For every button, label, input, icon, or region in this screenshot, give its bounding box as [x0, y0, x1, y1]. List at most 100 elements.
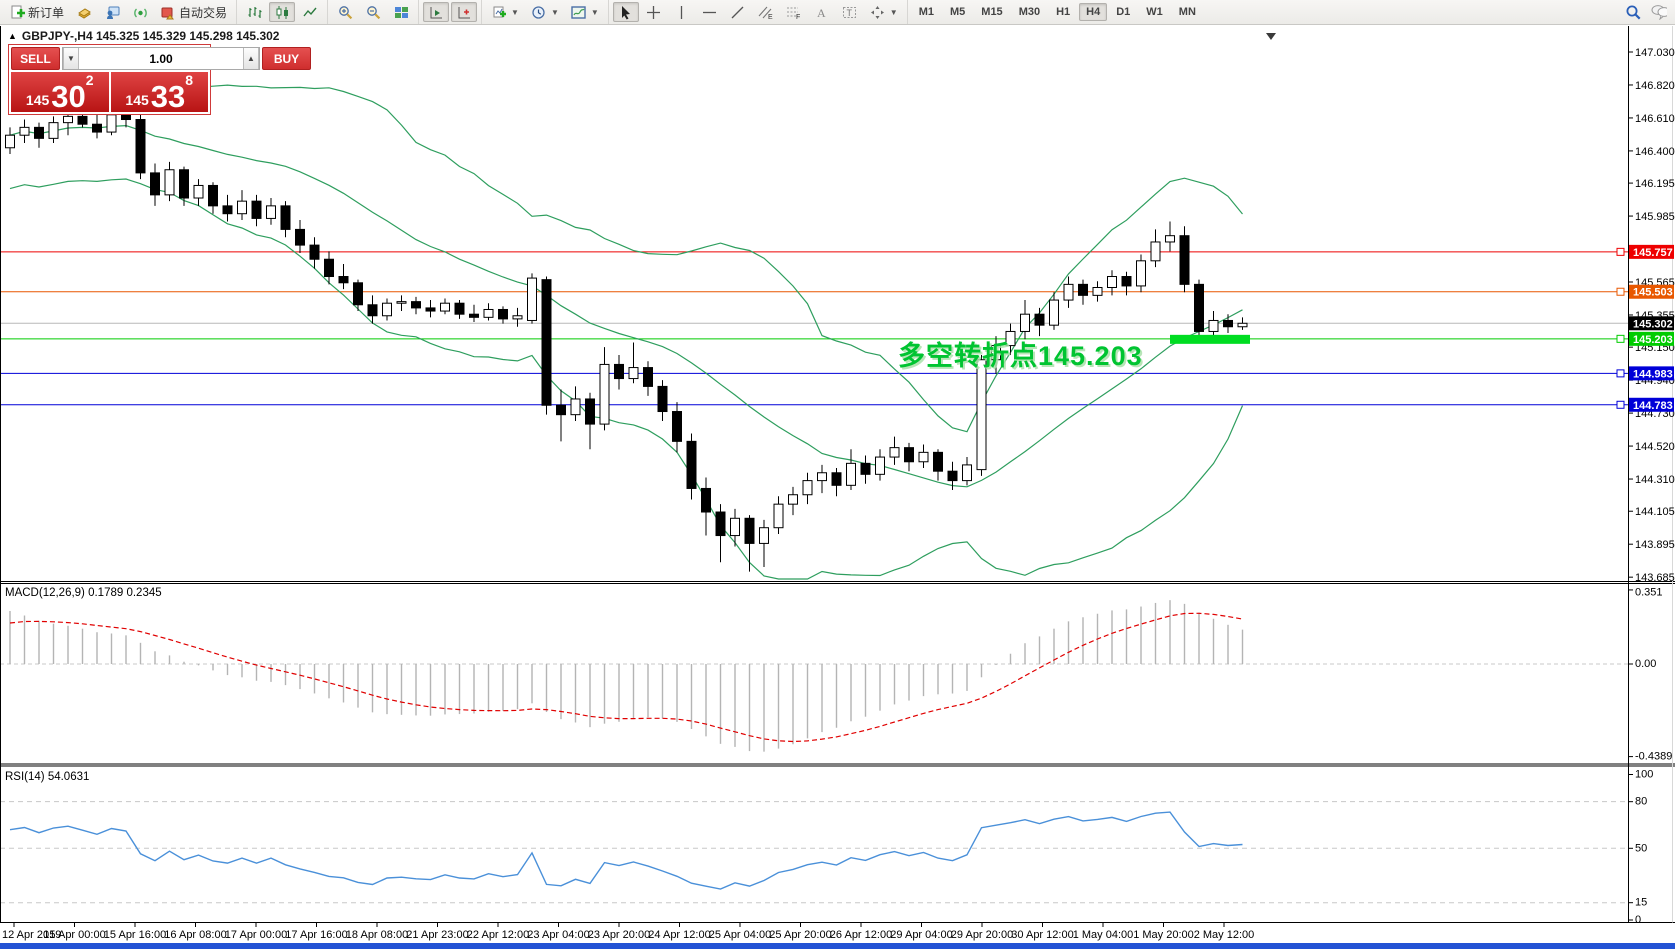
rsi-scale-label: 50	[1635, 842, 1647, 854]
timeframe-button-D1[interactable]: D1	[1116, 6, 1131, 18]
text-button[interactable]: A	[809, 2, 835, 22]
macd-scale-label: 0.351	[1635, 587, 1663, 599]
horizontal-line-button[interactable]	[697, 2, 723, 22]
toolbar-group-zoom	[327, 0, 418, 24]
time-tick-label: 26 Apr 12:00	[830, 929, 892, 941]
price-tick-label: 147.030	[1635, 47, 1675, 59]
svg-text:T: T	[847, 8, 853, 18]
fibonacci-button[interactable]: F	[781, 2, 807, 22]
line-chart-icon	[302, 4, 318, 20]
new-order-button[interactable]: 新订单	[4, 2, 69, 23]
text-label-button[interactable]: T	[837, 2, 863, 22]
line-price-label: 145.302	[1633, 318, 1673, 330]
time-tick-label: 25 Apr 04:00	[709, 929, 771, 941]
indicator-labels-layer: MACD(12,26,9) 0.1789 0.2345 RSI(14) 54.06…	[5, 587, 162, 783]
collapse-arrow-icon[interactable]: ▲	[8, 31, 17, 41]
timeframe-button-M5[interactable]: M5	[950, 6, 966, 18]
macd-layer	[0, 600, 1628, 752]
sell-price-tile[interactable]: 145 30 2	[11, 72, 109, 112]
time-tick-label: 22 Apr 12:00	[467, 929, 529, 941]
toolbar-group-objects: E F A T ▼	[607, 0, 907, 24]
search-icon[interactable]	[1625, 4, 1641, 20]
timeframe-button-M30[interactable]: M30	[1018, 6, 1041, 18]
time-tick-label: 15 Apr 00:00	[43, 929, 105, 941]
timeframe-button-W1[interactable]: W1	[1146, 6, 1163, 18]
indicators-button[interactable]: ▼	[566, 2, 604, 22]
tile-windows-button[interactable]	[388, 2, 414, 22]
history-center-button[interactable]	[71, 2, 97, 22]
toolbar-group-scroll	[418, 0, 481, 24]
price-axis-layer[interactable]: 147.030 146.820 146.610 146.400 146.195 145.9…	[1616, 47, 1675, 926]
buy-price-main: 33	[150, 78, 186, 114]
chat-icon[interactable]	[1651, 4, 1667, 20]
macd-scale-label: -0.4389	[1635, 751, 1672, 763]
chevron-down-icon: ▼	[550, 7, 559, 17]
zoom-out-icon	[365, 4, 381, 20]
chart-title: ▲ GBPJPY-,H4 145.325 145.329 145.298 145…	[8, 29, 279, 43]
buy-button[interactable]: BUY	[262, 47, 311, 70]
timeframe-button-H4[interactable]: H4	[1079, 3, 1108, 21]
svg-text:E: E	[768, 14, 773, 20]
vertical-line-button[interactable]	[669, 2, 695, 22]
new-chart-icon	[491, 4, 507, 20]
sell-button[interactable]: SELL	[11, 47, 60, 70]
annotation-text: 多空转折点145.203	[898, 341, 1143, 371]
clock-icon	[531, 4, 547, 20]
line-price-label: 144.783	[1633, 400, 1673, 412]
cursor-button[interactable]	[612, 2, 639, 22]
line-price-label: 145.757	[1633, 247, 1673, 259]
line-chart-button[interactable]	[297, 2, 323, 22]
channel-button[interactable]: E	[753, 2, 779, 22]
price-tick-label: 144.105	[1635, 506, 1675, 518]
volume-input[interactable]	[79, 48, 243, 69]
volume-increase-button[interactable]: ▲	[243, 48, 259, 69]
price-tick-label: 144.310	[1635, 474, 1675, 486]
new-chart-button[interactable]: ▼	[486, 2, 524, 22]
zoom-in-button[interactable]	[332, 2, 358, 22]
bar-chart-button[interactable]	[241, 2, 267, 22]
timeframe-button-M1[interactable]: M1	[918, 6, 934, 18]
time-tick-label: 24 Apr 12:00	[648, 929, 710, 941]
timeframe-button-MN[interactable]: MN	[1178, 6, 1196, 18]
candlestick-chart-button[interactable]	[269, 2, 296, 22]
auto-trading-button[interactable]: 自动交易	[155, 2, 232, 23]
time-tick-label: 17 Apr 16:00	[285, 929, 347, 941]
auto-scroll-icon	[428, 4, 444, 20]
timeframe-button-M15[interactable]: M15	[981, 6, 1003, 18]
indicators-icon	[571, 4, 587, 20]
person-monitor-icon	[104, 4, 120, 20]
line-price-label: 145.503	[1633, 287, 1673, 299]
rsi-scale-label: 15	[1635, 897, 1647, 909]
timeframe-button-H1[interactable]: H1	[1056, 6, 1071, 18]
time-tick-label: 25 Apr 20:00	[769, 929, 831, 941]
terminal-button[interactable]	[99, 2, 125, 22]
chart-shift-button[interactable]	[451, 2, 478, 22]
macd-label: MACD(12,26,9) 0.1789 0.2345	[5, 587, 162, 599]
trendline-button[interactable]	[725, 2, 751, 22]
zoom-out-button[interactable]	[360, 2, 386, 22]
trendline-icon	[730, 4, 746, 20]
crosshair-button[interactable]	[641, 2, 667, 22]
line-price-label: 144.983	[1633, 368, 1673, 380]
time-tick-label: 23 Apr 04:00	[527, 929, 589, 941]
buy-price-pip: 8	[185, 72, 194, 88]
auto-scroll-button[interactable]	[423, 2, 450, 22]
arrows-button[interactable]: ▼	[865, 2, 903, 22]
volume-stepper: ▼ ▲	[62, 47, 260, 70]
price-tick-label: 146.610	[1635, 113, 1675, 125]
price-tick-label: 146.195	[1635, 178, 1675, 190]
profiles-button[interactable]: ▼	[526, 2, 564, 22]
fibonacci-icon: F	[786, 4, 802, 20]
time-tick-label: 1 May 04:00	[1073, 929, 1134, 941]
vertical-line-icon	[674, 4, 690, 20]
time-tick-label: 17 Apr 00:00	[225, 929, 287, 941]
volume-decrease-button[interactable]: ▼	[63, 48, 79, 69]
price-tick-label: 143.685	[1635, 572, 1675, 584]
gold-book-icon	[76, 4, 92, 20]
buy-price-tile[interactable]: 145 33 8	[110, 72, 208, 114]
rsi-scale-label: 100	[1635, 769, 1653, 781]
signals-button[interactable]	[127, 2, 153, 22]
time-tick-label: 30 Apr 12:00	[1011, 929, 1073, 941]
